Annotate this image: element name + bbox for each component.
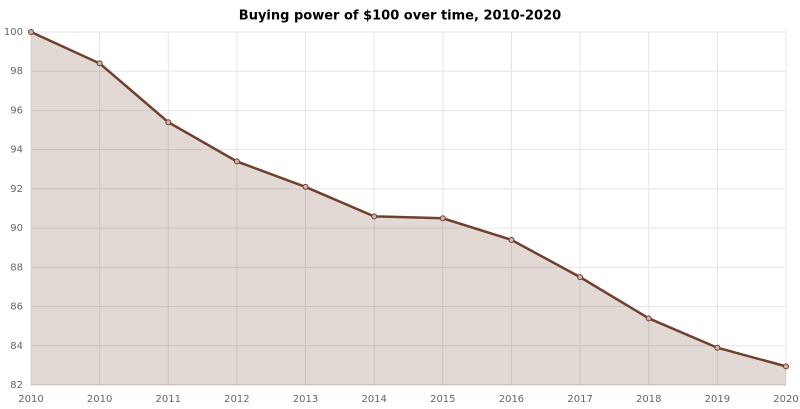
x-tick-label: 2017	[567, 394, 592, 405]
y-tick-label: 86	[10, 302, 23, 313]
point	[233, 158, 240, 165]
point	[508, 236, 515, 243]
point	[714, 344, 721, 351]
x-tick-label: 2015	[430, 394, 455, 405]
x-tick-label: 2016	[499, 394, 524, 405]
y-tick-label: 94	[10, 145, 23, 156]
point	[302, 183, 309, 190]
y-tick-label: 82	[10, 380, 23, 391]
x-tick-label: 2020	[773, 394, 798, 405]
x-tick-label: 2010	[87, 394, 112, 405]
point	[645, 315, 652, 322]
point	[439, 215, 446, 222]
x-tick-label: 2014	[361, 394, 386, 405]
y-tick-label: 96	[10, 105, 23, 116]
area	[31, 32, 786, 385]
point	[577, 274, 584, 281]
x-tick-label: 2018	[636, 394, 661, 405]
x-tick-label: 2012	[224, 394, 249, 405]
point	[96, 60, 103, 67]
y-tick-label: 84	[10, 341, 23, 352]
y-tick-label: 90	[10, 223, 23, 234]
x-tick-label: 2010	[18, 394, 43, 405]
line	[30, 30, 787, 368]
x-tick-label: 2013	[293, 394, 318, 405]
chart-title: Buying power of $100 over time, 2010-202…	[239, 9, 561, 24]
point	[165, 119, 172, 126]
x-tick-label: 2019	[705, 394, 730, 405]
y-tick-label: 92	[10, 184, 23, 195]
point	[28, 29, 34, 35]
point	[371, 213, 378, 220]
y-tick-label: 88	[10, 262, 23, 273]
y-tick-label: 98	[10, 66, 23, 77]
x-tick-label: 2011	[156, 394, 181, 405]
y-tick-label: 100	[4, 27, 23, 38]
point	[783, 363, 789, 370]
